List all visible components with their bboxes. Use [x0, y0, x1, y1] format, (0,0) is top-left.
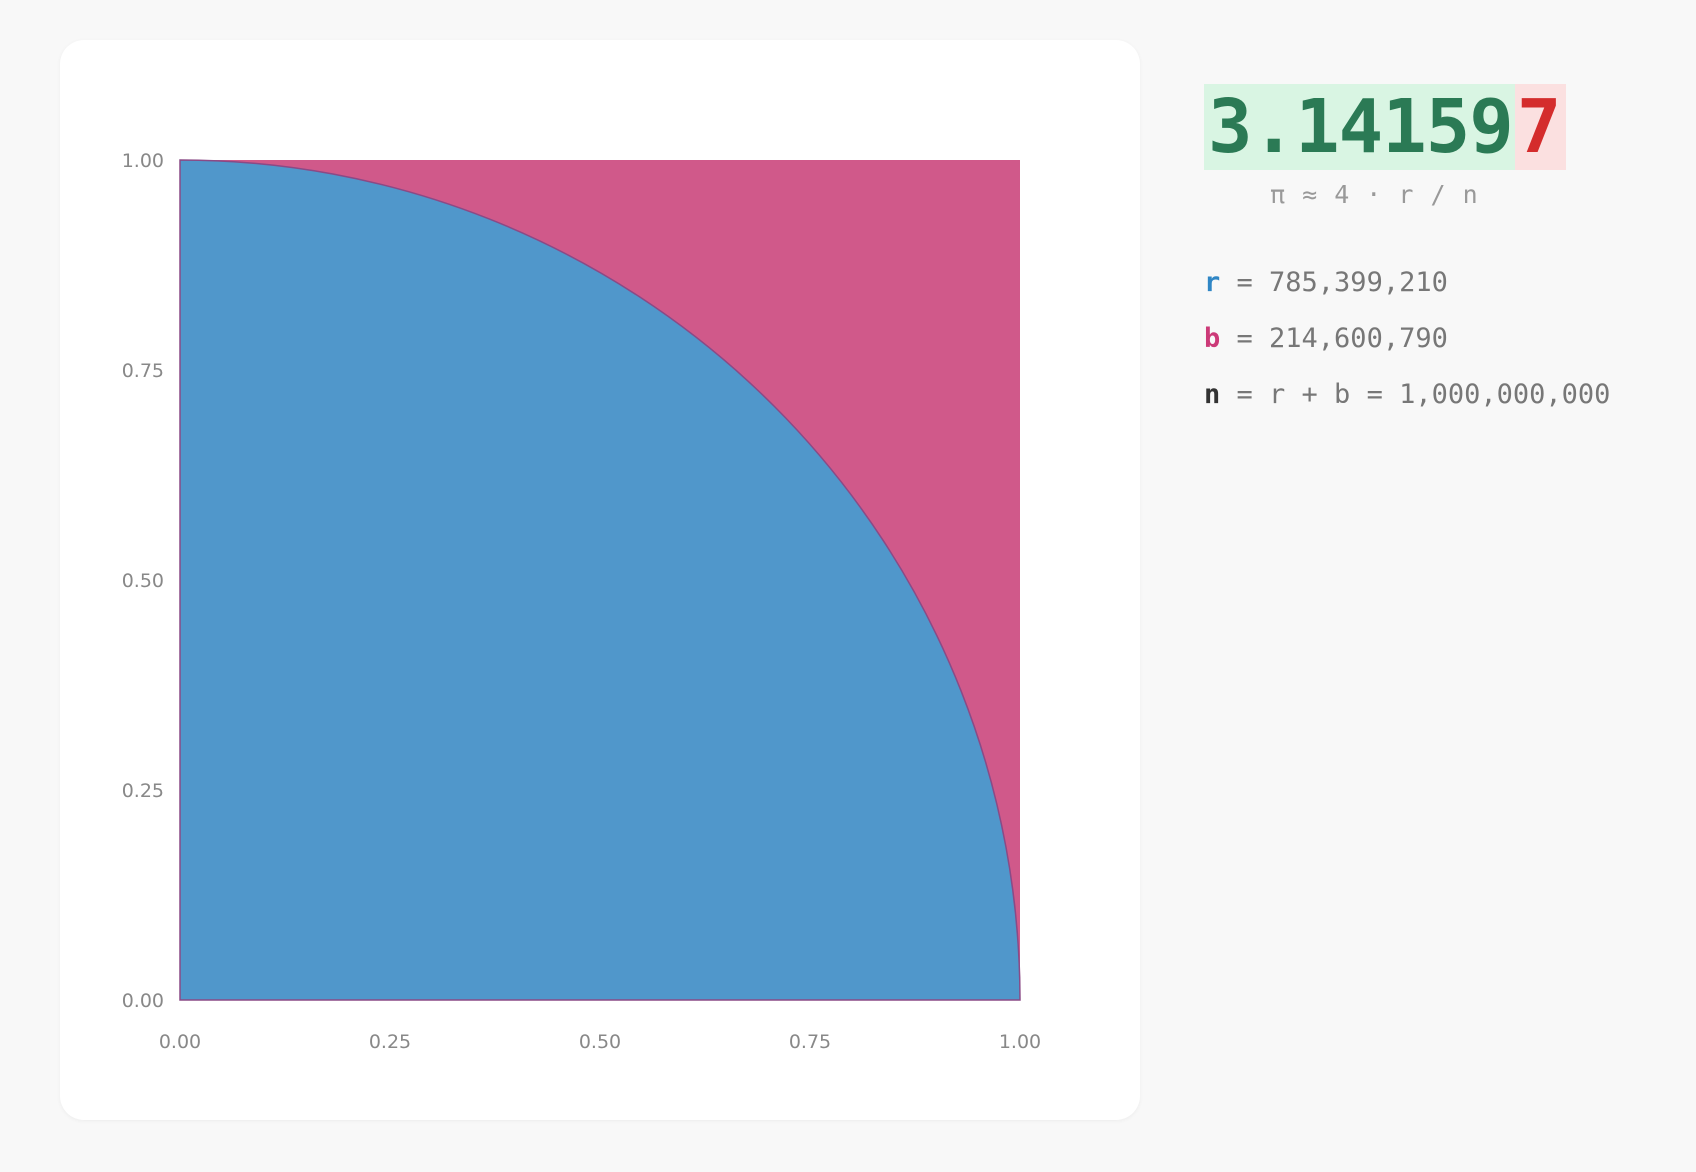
variable-b-name: b: [1204, 323, 1221, 354]
variable-n-value: = r + b = 1,000,000,000: [1220, 379, 1611, 410]
variables-list: r = 785,399,210 b = 214,600,790 n = r + …: [1204, 255, 1684, 423]
x-tick-label: 0.25: [369, 1031, 411, 1053]
x-tick-label: 0.75: [789, 1031, 831, 1053]
variable-r-value: = 785,399,210: [1220, 267, 1448, 298]
pi-estimate: 3.14159 7: [1204, 84, 1567, 170]
y-tick-label: 0.50: [122, 570, 164, 592]
variable-n-name: n: [1204, 379, 1221, 410]
chart-card: 0.00 0.25 0.50 0.75 1.00 0.00 0.25 0.50 0.75 1.00: [60, 40, 1140, 1120]
y-tick-label: 0.25: [122, 780, 164, 802]
variable-r-row: r = 785,399,210: [1204, 255, 1684, 311]
variable-b-value: = 214,600,790: [1220, 323, 1448, 354]
variable-n-row: n = r + b = 1,000,000,000: [1204, 367, 1684, 423]
y-tick-label: 0.75: [122, 360, 164, 382]
x-tick-label: 0.50: [579, 1031, 621, 1053]
region-inside: [179, 159, 1021, 1001]
pi-estimate-wrong-digits: 7: [1514, 84, 1567, 170]
y-tick-label: 0.00: [122, 990, 164, 1012]
x-tick-label: 0.00: [159, 1031, 201, 1053]
y-tick-label: 1.00: [122, 150, 164, 172]
pi-estimate-correct-digits: 3.14159: [1204, 84, 1515, 170]
monte-carlo-chart: 0.00 0.25 0.50 0.75 1.00 0.00 0.25 0.50 0.75 1.00: [122, 150, 1041, 1053]
x-tick-label: 1.00: [999, 1031, 1041, 1053]
pi-formula: π ≈ 4 · r / n: [1270, 180, 1479, 209]
variable-b-row: b = 214,600,790: [1204, 311, 1684, 367]
variable-r-name: r: [1204, 267, 1221, 298]
result-panel: 3.14159 7 π ≈ 4 · r / n r = 785,399,210 b…: [1204, 84, 1684, 423]
